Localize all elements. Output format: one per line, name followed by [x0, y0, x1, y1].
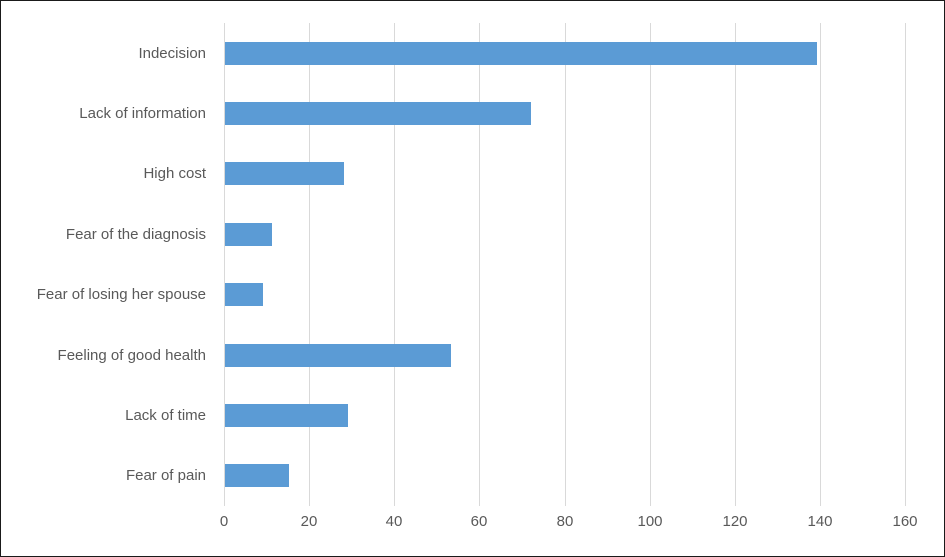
category-label: Fear of losing her spouse — [36, 286, 206, 303]
bar-indecision — [225, 42, 817, 65]
gridline-x-0 — [224, 23, 225, 506]
category-label: Fear of the diagnosis — [65, 226, 206, 243]
x-axis-tick-label: 40 — [385, 513, 403, 530]
gridline-x-60 — [479, 23, 480, 506]
category-label: Indecision — [138, 45, 206, 62]
bar-feeling-of-good-health — [225, 344, 451, 367]
x-axis-tick-label: 60 — [470, 513, 488, 530]
x-axis-tick-label: 100 — [637, 513, 663, 530]
category-label: Lack of information — [79, 105, 206, 122]
bar-high-cost — [225, 162, 344, 185]
gridline-x-20 — [309, 23, 310, 506]
x-axis-tick-label: 20 — [300, 513, 318, 530]
gridline-x-160 — [905, 23, 906, 506]
bar-fear-of-losing-her-spouse — [225, 283, 263, 306]
gridline-x-140 — [820, 23, 821, 506]
bar-lack-of-information — [225, 102, 531, 125]
category-label: High cost — [143, 165, 206, 182]
bar-fear-of-the-diagnosis — [225, 223, 272, 246]
x-axis-tick-label: 80 — [556, 513, 574, 530]
x-axis-tick-label: 160 — [892, 513, 918, 530]
x-axis-tick-label: 140 — [807, 513, 833, 530]
category-label: Lack of time — [125, 407, 206, 424]
gridline-x-120 — [735, 23, 736, 506]
gridline-x-100 — [650, 23, 651, 506]
gridline-x-40 — [394, 23, 395, 506]
x-axis-tick-label: 0 — [219, 513, 229, 530]
category-label: Feeling of good health — [57, 347, 206, 364]
bar-fear-of-pain — [225, 464, 289, 487]
gridline-x-80 — [565, 23, 566, 506]
bar-lack-of-time — [225, 404, 348, 427]
x-axis-tick-label: 120 — [722, 513, 748, 530]
category-label: Fear of pain — [125, 467, 206, 484]
